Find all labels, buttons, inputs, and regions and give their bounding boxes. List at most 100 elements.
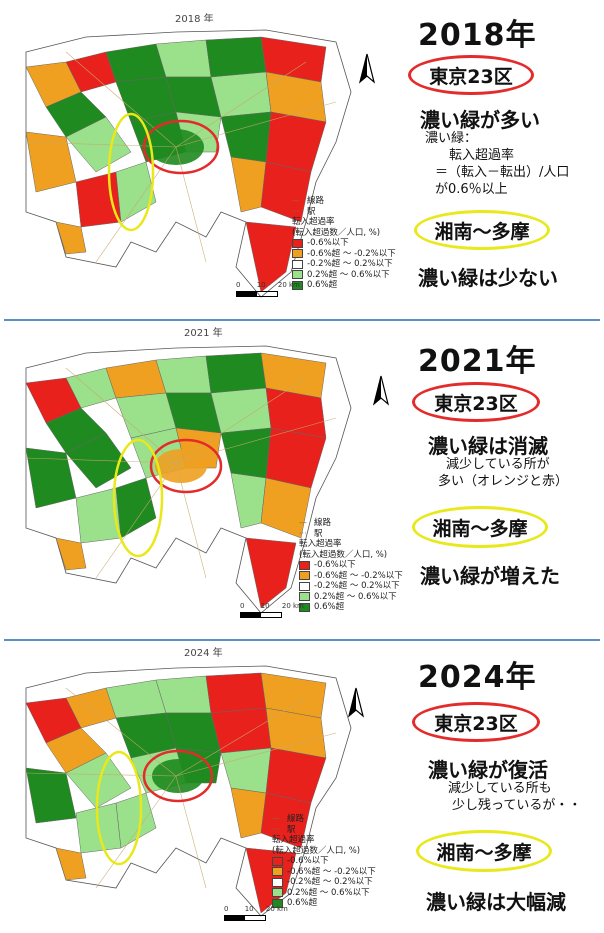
legend-rail: 線路 [314,518,332,528]
map-title: 2018 年 [175,14,214,25]
legend-item: -0.6%超 ～ -0.2%以下 [314,570,403,581]
note-line: 転入超過率 [449,148,515,163]
scale-tick: 0 [236,281,241,289]
legend-title: 転入超過率 [292,217,335,227]
tokyo-label: 東京23区 [408,55,534,95]
note-line: 減少している所が [446,457,550,472]
swatch-white [299,581,310,591]
panel-2021: 2021 年 [0,322,604,638]
legend-item: -0.6%以下 [287,856,329,866]
legend-item: -0.2%超 ～ 0.2%以下 [314,581,400,591]
legend-item: 0.2%超 ～ 0.6%以下 [314,591,397,602]
scale-tick: 0 [224,905,229,913]
tokyo-label: 東京23区 [412,382,540,422]
scale-bar: 0 10 20 km [236,281,300,289]
swatch-white [292,259,303,269]
legend-item: 0.6%超 [307,280,338,290]
north-arrow-icon [358,53,376,84]
scale-tick: 20 km [277,281,300,289]
shonan-highlight [107,112,155,232]
definition-note: 濃い緑： 転入超過率 ＝（転入－転出）/人口 が0.6％以上 [425,130,569,198]
legend-title: 転入超過率 [299,539,342,549]
definition-note: 減少している所が 多い（オレンジと赤） [438,456,568,490]
shonan-highlight [112,438,164,558]
swatch-red [272,856,283,866]
panel-2024: 2024 年 [0,642,604,933]
note-line: 減少している所も [448,781,552,796]
legend-item: -0.6%以下 [314,560,356,570]
swatch-orange [299,571,310,581]
legend-title: 転入超過率 [272,835,315,845]
swatch-dark-green [272,898,283,908]
shonan-headline: 濃い緑は少ない [418,266,558,290]
scale-bar: 0 10 20 km [224,905,288,913]
swatch-light-green [292,270,303,280]
legend: — 線路 ··· 駅 転入超過率 (転入超過数／人口, %) -0.6%以下 -0.… [272,814,376,908]
tokyo-headline: 濃い緑は消滅 [428,434,548,458]
tokyo-highlight [142,119,220,175]
shonan-label: 湘南～多摩 [414,210,550,250]
legend-item: -0.6%以下 [307,238,349,248]
legend-item: -0.2%超 ～ 0.2%以下 [287,877,373,887]
legend-title-unit: (転入超過数／人口, %) [299,549,388,560]
swatch-red [292,238,303,248]
tokyo-highlight [142,749,214,803]
legend-station: 駅 [314,528,323,539]
map-2021 [6,338,386,630]
scale-tick: 10 [260,602,270,610]
scale-bar: 0 10 20 km [240,602,304,610]
legend: — 線路 ··· 駅 転入超過率 (転入超過数／人口, %) -0.6%以下 -0.… [292,196,396,290]
legend-item: 0.2%超 ～ 0.6%以下 [287,887,370,898]
legend-station: 駅 [287,824,296,835]
swatch-dark-green [299,602,310,612]
shonan-label: 湘南～多摩 [416,830,552,872]
swatch-light-green [272,888,283,898]
note-line: 少し残っているが・・ [452,798,582,813]
north-arrow-icon [372,375,390,406]
swatch-dark-green [292,280,303,290]
legend-title-unit: (転入超過数／人口, %) [272,845,361,856]
tokyo-headline: 濃い緑が復活 [428,758,548,782]
swatch-orange [272,867,283,877]
definition-note: 減少している所も 少し残っているが・・ [448,780,581,814]
legend-station: 駅 [307,206,316,217]
scale-bar-graphic [236,291,278,297]
shonan-headline: 濃い緑が増えた [420,564,560,588]
note-line: ＝（転入－転出）/人口 [435,165,570,180]
swatch-white [272,877,283,887]
swatch-light-green [299,592,310,602]
legend-title-unit: (転入超過数／人口, %) [292,227,381,238]
scale-tick: 20 km [265,905,288,913]
shonan-label: 湘南～多摩 [412,506,548,548]
tokyo-label: 東京23区 [412,702,540,742]
map-title: 2021 年 [184,328,223,339]
map-title: 2024 年 [184,648,223,659]
shonan-highlight [95,750,143,866]
legend-item: -0.6%超 ～ -0.2%以下 [307,248,396,259]
tokyo-highlight [149,438,223,494]
note-line: が0.6％以上 [435,182,508,197]
scale-tick: 10 [256,281,266,289]
divider [4,639,600,641]
legend-item: -0.6%超 ～ -0.2%以下 [287,866,376,877]
north-arrow-icon [347,687,365,718]
swatch-orange [292,249,303,259]
legend-item: 0.2%超 ～ 0.6%以下 [307,269,390,280]
legend-rail: 線路 [307,196,325,206]
panel-2018: 2018 年 [0,0,604,318]
tokyo-headline: 濃い緑が多い [420,108,540,132]
scale-tick: 0 [240,602,245,610]
year-heading: 2024年 [418,660,537,695]
legend: — 線路 ··· 駅 転入超過率 (転入超過数／人口, %) -0.6%以下 -0.… [299,518,403,612]
note-line: 多い（オレンジと赤） [438,474,569,489]
year-heading: 2021年 [418,344,537,379]
scale-bar-graphic [240,612,282,618]
legend-item: -0.2%超 ～ 0.2%以下 [307,259,393,269]
divider [4,319,600,321]
year-heading: 2018年 [418,18,537,53]
map-2018 [6,22,386,312]
legend-item: 0.6%超 [287,898,318,908]
scale-tick: 10 [244,905,254,913]
scale-tick: 20 km [281,602,304,610]
swatch-red [299,560,310,570]
